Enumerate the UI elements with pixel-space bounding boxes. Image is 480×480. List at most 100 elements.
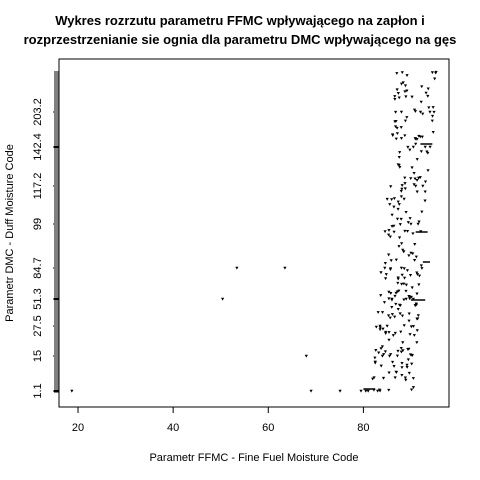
cluster-point [412, 172, 416, 175]
cluster-point [396, 307, 400, 311]
data-point [385, 324, 389, 328]
cluster-point [406, 221, 410, 224]
cluster-point [427, 106, 431, 110]
cluster-point [379, 271, 383, 275]
cluster-point [393, 294, 397, 298]
cluster-point [395, 132, 399, 136]
cluster-point [389, 259, 393, 263]
cluster-point [373, 360, 377, 364]
cluster-point [431, 106, 435, 109]
cluster-point [400, 373, 404, 377]
cluster-point [402, 267, 406, 271]
cluster-point [415, 271, 419, 275]
data-point [428, 110, 432, 114]
cluster-point [389, 353, 393, 356]
cluster-point [398, 223, 402, 226]
cluster-point [384, 277, 388, 281]
cluster-point [394, 371, 399, 374]
chart-title-line-2: rozprzestrzenianie sie ognia dla paramet… [24, 32, 457, 47]
cluster-point [384, 273, 388, 276]
cluster-point [378, 326, 382, 330]
cluster-point [419, 150, 423, 154]
x-tick-label: 20 [72, 422, 84, 434]
cluster-point [377, 351, 381, 355]
cluster-point [399, 189, 403, 193]
cluster-point [387, 338, 391, 342]
cluster-point [403, 134, 407, 138]
cluster-point [430, 119, 434, 123]
cluster-point [396, 349, 400, 353]
cluster-point [413, 243, 417, 246]
cluster-point [379, 364, 383, 368]
cluster-point [388, 235, 392, 239]
cluster-point [411, 377, 415, 380]
cluster-point [395, 72, 399, 75]
cluster-point [433, 77, 437, 81]
cluster-point [390, 313, 394, 316]
cluster-point [407, 254, 411, 258]
cluster-point [406, 358, 410, 362]
data-point [418, 110, 423, 114]
cluster-point [402, 298, 406, 302]
cluster-point [400, 71, 404, 75]
cluster-point [399, 195, 403, 199]
cluster-point [401, 349, 405, 353]
cluster-point [404, 95, 408, 99]
cluster-point [403, 187, 407, 191]
cluster-point [405, 74, 409, 77]
cluster-point [415, 341, 419, 345]
data-point [235, 266, 239, 270]
cluster-point [398, 151, 402, 154]
y-tick-label: 84.7 [32, 257, 44, 278]
cluster-point [402, 197, 406, 201]
cluster-point [407, 312, 411, 316]
x-axis: 20 40 60 80 [72, 407, 370, 434]
cluster-point [394, 258, 398, 262]
cluster-point [423, 190, 427, 194]
cluster-point [388, 203, 392, 206]
cluster-point [426, 151, 430, 155]
cluster-point [399, 82, 404, 86]
cluster-point [397, 203, 401, 206]
cluster-point [414, 142, 418, 146]
cluster-point [389, 292, 393, 295]
cluster-point [387, 229, 391, 232]
cluster-point [413, 137, 417, 140]
cluster-point [394, 137, 398, 141]
x-axis-title: Parametr FFMC - Fine Fuel Moisture Code [149, 452, 358, 464]
cluster-point [388, 316, 392, 320]
cluster-point [390, 213, 394, 217]
cluster-point [403, 182, 407, 185]
cluster-point [396, 281, 400, 285]
cluster-point [430, 71, 435, 75]
cluster-point [382, 301, 387, 304]
cluster-point [406, 145, 410, 149]
cluster-point [400, 362, 404, 365]
cluster-point [393, 120, 397, 124]
cluster-point [395, 126, 399, 130]
data-point [376, 389, 380, 393]
cluster-point [384, 330, 388, 334]
cluster-point [401, 341, 405, 345]
cluster-point [410, 95, 414, 99]
cluster-point [393, 331, 397, 335]
cluster-point [408, 353, 413, 357]
cluster-point [403, 376, 407, 380]
cluster-point [430, 114, 435, 118]
x-tick-label: 40 [167, 422, 179, 434]
x-tick-label: 60 [262, 422, 274, 434]
data-point [399, 266, 404, 270]
cluster-point [399, 217, 403, 221]
data-point [359, 389, 363, 393]
cluster-point [428, 145, 432, 149]
cluster-point [405, 363, 409, 367]
cluster-point [432, 110, 436, 114]
cluster-point [417, 176, 421, 180]
cluster-point [420, 267, 424, 270]
cluster-point [374, 325, 378, 329]
cluster-point [423, 180, 428, 184]
cluster-point [383, 230, 387, 234]
cluster-point [408, 148, 412, 152]
cluster-point [387, 233, 391, 237]
